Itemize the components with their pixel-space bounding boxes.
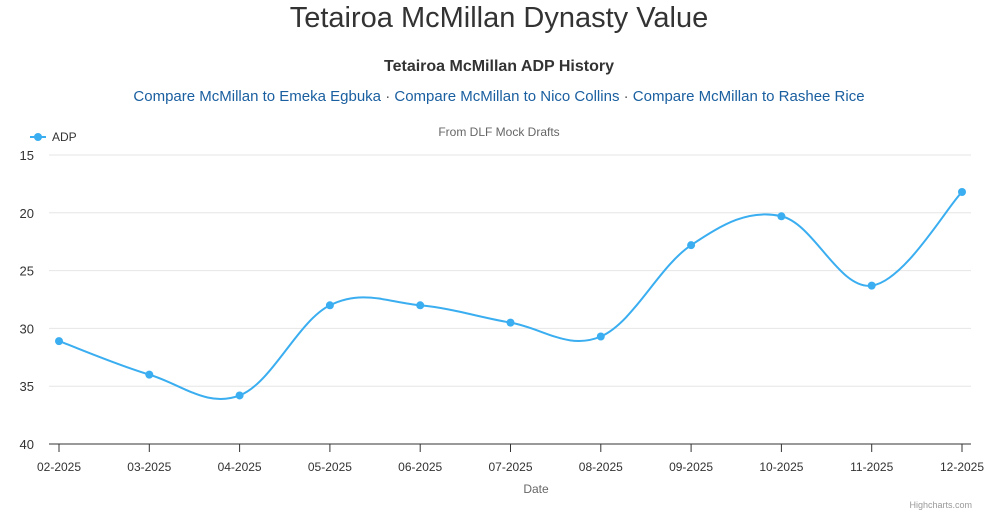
- adp-data-point: [596, 332, 605, 341]
- legend-dot: [34, 133, 42, 141]
- y-tick-label: 40: [20, 437, 34, 452]
- x-tick-label: 03-2025: [127, 460, 171, 474]
- compare-link-rice[interactable]: Compare McMillan to Rashee Rice: [632, 88, 865, 105]
- chart-subtitle: From DLF Mock Drafts: [438, 125, 560, 139]
- x-tick-label: 02-2025: [37, 460, 81, 474]
- compare-links: Compare McMillan to Emeka Egbuka · Compa…: [0, 88, 998, 105]
- adp-data-point: [325, 301, 334, 310]
- x-tick-label: 10-2025: [759, 460, 803, 474]
- adp-data-point: [867, 281, 876, 290]
- x-tick-label: 09-2025: [669, 460, 713, 474]
- adp-data-point: [777, 212, 786, 221]
- legend-marker-icon: [30, 132, 46, 142]
- x-tick-label: 04-2025: [218, 460, 262, 474]
- compare-link-collins[interactable]: Compare McMillan to Nico Collins: [394, 88, 620, 105]
- link-separator: ·: [623, 88, 629, 105]
- x-tick-label: 12-2025: [940, 460, 984, 474]
- adp-data-point: [506, 318, 515, 327]
- compare-link-egbuka[interactable]: Compare McMillan to Emeka Egbuka: [133, 88, 382, 105]
- chart-legend[interactable]: ADP: [30, 130, 77, 144]
- link-separator: ·: [385, 88, 391, 105]
- page-title: Tetairoa McMillan Dynasty Value: [289, 2, 709, 34]
- x-tick-label: 11-2025: [850, 460, 893, 474]
- x-tick-label: 05-2025: [308, 460, 352, 474]
- x-tick-label: 06-2025: [398, 460, 442, 474]
- y-tick-label: 15: [20, 148, 34, 163]
- chart-title: Tetairoa McMillan ADP History: [384, 58, 614, 75]
- y-tick-label: 20: [20, 206, 34, 221]
- adp-data-point: [958, 187, 966, 196]
- y-tick-label: 25: [20, 264, 34, 279]
- adp-series-line: [58, 191, 963, 400]
- adp-data-point: [416, 301, 425, 310]
- adp-data-point: [55, 337, 63, 346]
- legend-label: ADP: [52, 130, 77, 144]
- y-tick-label: 35: [20, 379, 34, 394]
- adp-data-point: [235, 391, 244, 400]
- x-tick-label: 08-2025: [579, 460, 623, 474]
- highcharts-credits[interactable]: Highcharts.com: [909, 500, 972, 510]
- adp-data-point: [687, 241, 696, 250]
- x-tick-label: 07-2025: [488, 460, 532, 474]
- y-tick-label: 30: [20, 321, 34, 336]
- x-axis-title: Date: [523, 482, 549, 496]
- adp-data-point: [145, 370, 154, 379]
